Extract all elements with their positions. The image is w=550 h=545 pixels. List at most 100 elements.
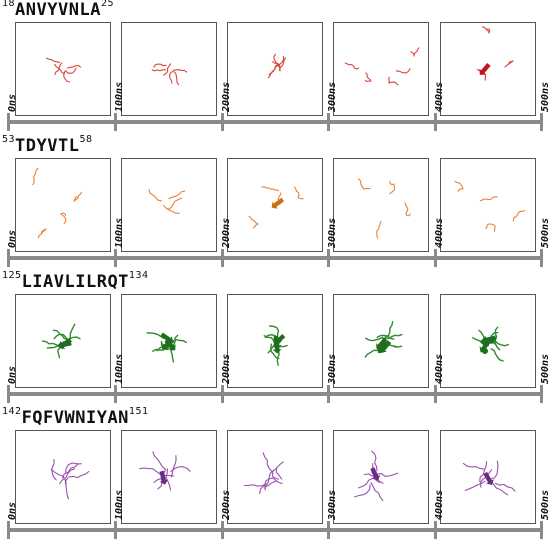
time-axis (8, 120, 542, 124)
helix-blob (482, 348, 488, 354)
peptide-strand (269, 325, 280, 339)
peptide-strand (488, 223, 496, 232)
peptide-snapshot (146, 332, 187, 363)
time-label: 300ns (327, 489, 338, 520)
peptide-strand (512, 216, 517, 222)
snapshot-panel (333, 22, 429, 116)
sequence-title: 53TDYVTL58 (2, 134, 93, 156)
time-label: 0ns (7, 93, 18, 112)
peptide-strand (272, 188, 279, 192)
peptide-strand (275, 461, 284, 480)
peptide-strand (485, 196, 498, 201)
peptide-strand (151, 69, 167, 72)
peptide-strand (508, 60, 514, 65)
snapshot-panel (333, 158, 429, 252)
peptide-strand (376, 334, 395, 340)
peptide-strand (274, 56, 285, 68)
sequence-text: LIAVLILRQT (21, 272, 129, 292)
peptide-strand (270, 343, 280, 360)
peptide-strand (294, 186, 300, 198)
peptide-strand (60, 213, 67, 224)
time-label: 200ns (221, 217, 232, 248)
time-axis-tick (114, 113, 117, 131)
time-label: 500ns (540, 489, 550, 520)
time-label: 300ns (327, 81, 338, 112)
time-label: 400ns (434, 217, 445, 248)
peptide-snapshot (139, 451, 191, 491)
peptide-strand (410, 50, 415, 57)
row-fqfvwniyan: 142FQFVWNIYAN151 0ns 100ns 200ns 300ns 400ns 5… (0, 406, 550, 544)
time-axis-tick (221, 113, 224, 131)
peptide-strand (168, 70, 174, 84)
snapshot-panel (15, 430, 111, 524)
snapshot-panel (333, 294, 429, 388)
peptide-strand (384, 333, 403, 340)
snapshot-panel (15, 294, 111, 388)
time-label: 500ns (540, 81, 550, 112)
peptide-strand (153, 63, 167, 68)
peptide-strand (32, 178, 35, 185)
snapshot-panel (227, 158, 323, 252)
beta-sheet-arrow (159, 470, 169, 485)
peptide-strand (489, 460, 499, 480)
peptide-strand (248, 215, 259, 225)
peptide-strand (152, 451, 167, 470)
peptide-strand (65, 67, 77, 74)
peptide-strand (490, 480, 509, 496)
residue-start: 18 (2, 0, 16, 10)
beta-sheet-arrow (479, 63, 491, 75)
snapshot-panel (440, 294, 536, 388)
time-axis-tick (327, 249, 330, 267)
time-label: 400ns (434, 81, 445, 112)
peptide-strand (259, 480, 277, 495)
residue-start: 125 (2, 270, 22, 282)
peptide-strand (404, 202, 409, 215)
peptide-strand (33, 167, 39, 180)
row-liavlilrqt: 125LIAVLILRQT134 0ns 100ns 200ns 300ns 400ns 5… (0, 270, 550, 408)
beta-sheet-arrow (164, 338, 176, 351)
peptide-strand (53, 333, 68, 342)
peptide-strand (388, 76, 390, 84)
peptide-strand (253, 223, 259, 229)
time-label: 100ns (114, 489, 125, 520)
peptide-strand (148, 189, 163, 202)
peptide-strand (41, 340, 60, 348)
residue-end: 58 (79, 134, 93, 146)
time-axis-tick (434, 249, 437, 267)
peptide-snapshot (472, 326, 509, 362)
peptide-strand (40, 228, 47, 233)
peptide-strand (173, 71, 180, 86)
snapshot-panel (440, 430, 536, 524)
snapshot-panel (227, 430, 323, 524)
time-label: 200ns (221, 489, 232, 520)
peptide-strand (485, 223, 490, 230)
peptide-strand (378, 220, 382, 228)
peptide-strand (152, 345, 171, 352)
peptide-strand (261, 186, 274, 190)
peptide-snapshot (148, 189, 186, 214)
beta-sheet-arrow (482, 335, 497, 345)
peptide-strand (45, 57, 61, 63)
peptide-strand (168, 190, 186, 200)
peptide-snapshot (248, 186, 304, 229)
peptide-snapshot (364, 321, 403, 358)
time-label: 0ns (7, 365, 18, 384)
peptide-strand (405, 213, 411, 217)
time-axis-tick (114, 249, 117, 267)
time-label: 0ns (7, 501, 18, 520)
peptide-strand (54, 62, 63, 76)
snapshot-panel (440, 158, 536, 252)
peptide-snapshot (357, 178, 411, 239)
peptide-strand (170, 466, 191, 473)
time-axis-tick (114, 385, 117, 403)
time-axis-tick (434, 113, 437, 131)
peptide-snapshot (45, 57, 82, 83)
peptide-strand (59, 468, 76, 485)
snapshot-panel (333, 430, 429, 524)
peptide-strand (165, 468, 172, 491)
time-axis-tick (7, 385, 10, 403)
peptide-strand (297, 196, 304, 200)
time-axis-tick (434, 521, 437, 539)
row-tdyvtl: 53TDYVTL58 0ns 100ns 200ns 300ns 400ns 500ns (0, 134, 550, 272)
residue-end: 151 (128, 406, 149, 418)
